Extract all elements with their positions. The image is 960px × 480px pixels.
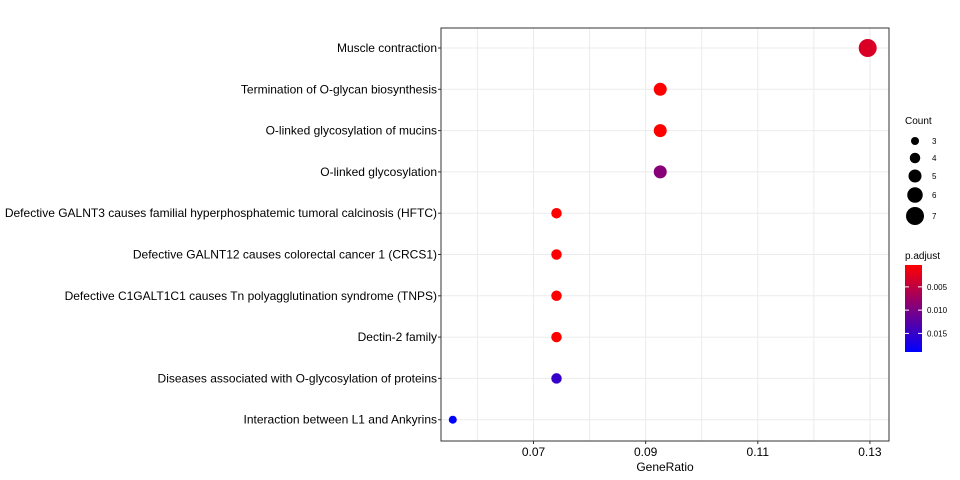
y-axis-labels: Muscle contraction Termination of O-glyca… [5, 41, 441, 427]
size-legend-label: 3 [932, 137, 937, 146]
data-point [653, 124, 667, 138]
data-point [551, 290, 562, 302]
x-tick-label: 0.09 [634, 445, 658, 459]
size-legend-title: Count [905, 116, 932, 127]
size-legend-key [906, 207, 924, 225]
x-axis-title: GeneRatio [636, 460, 694, 474]
data-point [858, 39, 877, 57]
y-tick-label: Dectin-2 family [358, 330, 437, 344]
size-legend-label: 5 [932, 172, 937, 181]
data-points [448, 39, 877, 424]
data-point [448, 415, 457, 424]
plot-border [440, 27, 890, 442]
x-axis: 0.07 0.09 0.11 0.13 [522, 441, 882, 459]
data-point [653, 82, 667, 96]
data-point [551, 207, 562, 219]
color-bar [905, 265, 922, 352]
y-tick-label: O-linked glycosylation of mucins [266, 124, 437, 138]
size-legend-key [907, 187, 923, 203]
y-tick-label: Diseases associated with O-glycosylation… [158, 371, 437, 385]
data-point [551, 373, 562, 384]
y-tick-label: Interaction between L1 and Ankyrins [244, 413, 437, 427]
y-tick-label: Defective GALNT12 causes colorectal canc… [133, 248, 437, 262]
y-tick-label: Termination of O-glycan biosynthesis [241, 82, 437, 96]
color-legend-label: 0.005 [927, 283, 948, 292]
size-legend-key [908, 169, 922, 183]
color-legend-label: 0.015 [927, 329, 948, 338]
size-legend-label: 4 [932, 154, 937, 163]
y-tick-label: O-linked glycosylation [320, 165, 437, 179]
x-tick-label: 0.11 [747, 445, 770, 459]
size-legend-label: 7 [932, 212, 937, 221]
color-legend-title: p.adjust [905, 251, 940, 262]
data-point [551, 331, 562, 343]
data-point [653, 165, 667, 179]
data-point [551, 249, 562, 260]
size-legend: Count 3 4 5 6 7 [905, 116, 937, 225]
size-legend-key [911, 137, 919, 145]
y-tick-label: Defective C1GALT1C1 causes Tn polyagglut… [65, 289, 437, 303]
y-tick-label: Muscle contraction [337, 41, 437, 55]
x-tick-label: 0.13 [858, 445, 882, 459]
size-legend-label: 6 [932, 191, 937, 200]
x-tick-label: 0.07 [522, 445, 546, 459]
color-legend-label: 0.010 [927, 306, 948, 315]
y-tick-label: Defective GALNT3 causes familial hyperph… [5, 206, 437, 220]
color-legend: p.adjust 0.005 0.010 0.015 [905, 251, 948, 352]
size-legend-key [909, 152, 921, 164]
